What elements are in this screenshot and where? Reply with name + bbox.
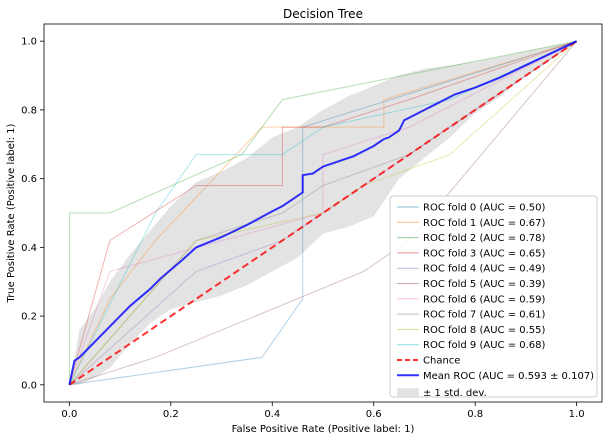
x-axis-label: False Positive Rate (Positive label: 1): [232, 424, 415, 435]
x-tick-label: 0.2: [163, 409, 179, 420]
legend-std-label: ± 1 std. dev.: [423, 388, 487, 399]
chance-line: [68, 40, 578, 386]
y-axis-label: True Positive Rate (Positive label: 1): [6, 123, 17, 303]
y-tick-label: 1.0: [21, 37, 37, 48]
x-tick-label: 0.0: [61, 409, 77, 420]
legend-fold-1-label: ROC fold 1 (AUC = 0.67): [423, 218, 546, 229]
legend-chance-label: Chance: [423, 356, 460, 367]
roc-fold-2-line: [68, 40, 577, 385]
roc-fold-5-line: [69, 40, 577, 386]
y-tick-label: 0.2: [21, 312, 37, 323]
roc-fold-6-line: [68, 40, 577, 385]
roc-fold-0-line: [69, 40, 577, 386]
legend-mean-label: Mean ROC (AUC = 0.593 ± 0.107): [423, 371, 594, 382]
x-tick-label: 0.6: [366, 409, 382, 420]
x-tick-label: 0.8: [467, 409, 483, 420]
plot-frame: [43, 23, 603, 403]
plot-area: [68, 40, 578, 386]
y-tick-label: 0.0: [21, 380, 37, 391]
axes: 0.0 0.2 0.4 0.6 0.8 1.0 0.0 0.2 0.4 0.6 0.8 1.0: [21, 23, 603, 420]
x-tick-label: 0.4: [264, 409, 280, 420]
roc-fold-3-line: [68, 40, 577, 385]
legend-fold-5-label: ROC fold 5 (AUC = 0.39): [423, 279, 546, 290]
legend-fold-9-label: ROC fold 9 (AUC = 0.68): [423, 340, 546, 351]
roc-fold-9-line: [68, 40, 577, 386]
y-tick-label: 0.6: [21, 174, 37, 185]
legend-fold-0-label: ROC fold 0 (AUC = 0.50): [423, 203, 546, 214]
std-band: [69, 41, 577, 385]
legend-std-swatch: [397, 388, 419, 397]
legend-fold-4-label: ROC fold 4 (AUC = 0.49): [423, 264, 546, 275]
y-tick-label: 0.4: [21, 243, 37, 254]
roc-fold-1-line: [68, 40, 577, 386]
y-tick-label: 0.8: [21, 105, 37, 116]
legend-fold-7-label: ROC fold 7 (AUC = 0.61): [423, 310, 546, 321]
mean-roc-line: [68, 40, 578, 386]
legend-fold-2-label: ROC fold 2 (AUC = 0.78): [423, 233, 546, 244]
chart-title: Decision Tree: [283, 7, 363, 21]
legend-fold-6-label: ROC fold 6 (AUC = 0.59): [423, 294, 546, 305]
legend-fold-3-label: ROC fold 3 (AUC = 0.65): [423, 248, 546, 259]
legend-fold-8-label: ROC fold 8 (AUC = 0.55): [423, 325, 546, 336]
x-tick-label: 1.0: [569, 409, 585, 420]
legend: ROC fold 0 (AUC = 0.50) ROC fold 1 (AUC =…: [389, 195, 598, 399]
legend-box: [389, 195, 598, 398]
